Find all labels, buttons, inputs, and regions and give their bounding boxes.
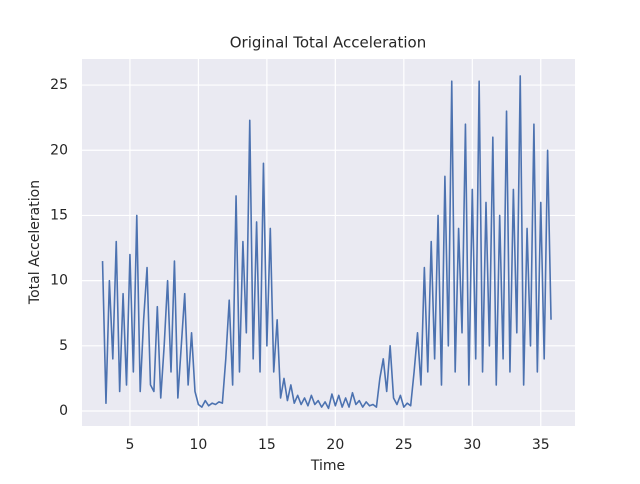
- plot-area: [82, 59, 575, 426]
- chart-title: Original Total Acceleration: [230, 34, 426, 52]
- y-tick-label: 25: [50, 77, 68, 93]
- y-axis-label: Total Acceleration: [27, 180, 43, 305]
- x-axis-label: Time: [310, 458, 345, 474]
- x-tick-label: 30: [463, 437, 481, 453]
- x-tick-label: 20: [326, 437, 344, 453]
- x-tick-label: 10: [189, 437, 207, 453]
- y-tick-label: 20: [50, 142, 68, 158]
- x-tick-label: 5: [125, 437, 134, 453]
- y-tick-label: 15: [50, 207, 68, 223]
- x-tick-label: 25: [395, 437, 413, 453]
- y-tick-label: 5: [59, 338, 68, 354]
- x-tick-label: 15: [258, 437, 276, 453]
- y-tick-label: 0: [59, 403, 68, 419]
- data-line: [101, 75, 552, 410]
- x-tick-label: 35: [532, 437, 550, 453]
- y-tick-label: 10: [50, 273, 68, 289]
